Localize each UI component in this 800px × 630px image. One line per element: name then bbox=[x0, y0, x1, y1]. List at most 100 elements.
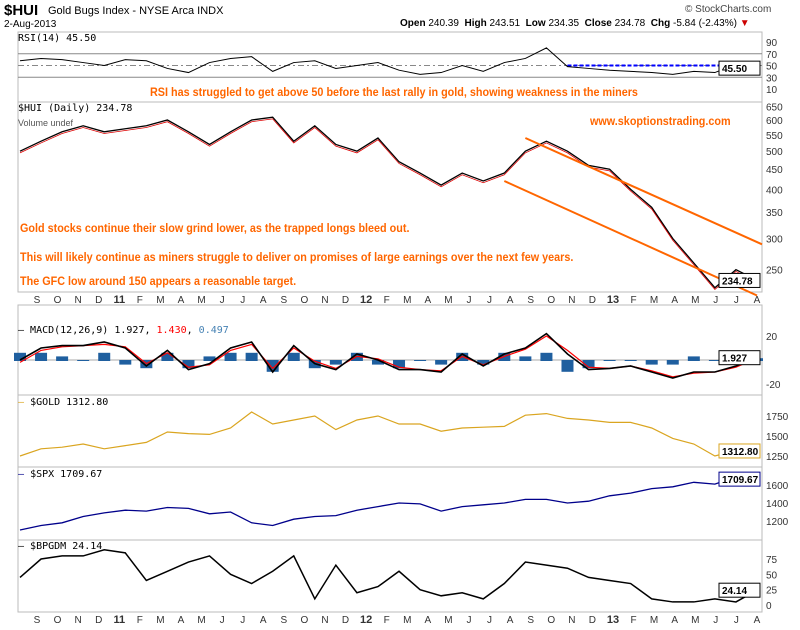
last-value-tag bbox=[718, 443, 761, 459]
macd-histogram-bar bbox=[435, 360, 448, 365]
month-axis-bottom-tick-label: M bbox=[650, 615, 658, 626]
month-axis-top-tick-label: M bbox=[156, 295, 164, 306]
panel-frame bbox=[17, 539, 763, 613]
macd-histogram-bar bbox=[266, 360, 279, 372]
month-axis-top-tick-label: M bbox=[444, 295, 452, 306]
y-tick-label: 1400 bbox=[766, 499, 789, 510]
month-axis-bottom-tick-label: O bbox=[54, 615, 62, 626]
rsi-label: RSI(14) 45.50 bbox=[18, 33, 97, 44]
month-axis-top-tick-label: M bbox=[691, 295, 699, 306]
month-axis-top-tick-label: A bbox=[260, 295, 267, 306]
channel-upper-line bbox=[524, 137, 763, 246]
month-axis-top-tick-label: F bbox=[137, 295, 143, 306]
month-axis-bottom-tick-label: S bbox=[527, 615, 534, 626]
y-tick-label: -20 bbox=[766, 380, 781, 391]
channel-lower-line bbox=[503, 180, 758, 297]
panel-frame bbox=[17, 101, 763, 293]
y-tick-label: 450 bbox=[766, 165, 783, 176]
last-value-label: 234.78 bbox=[722, 276, 753, 287]
y-tick-label: 250 bbox=[766, 266, 783, 277]
macd-histogram-bar bbox=[245, 352, 258, 361]
website-annotation: www.skoptionstrading.com bbox=[590, 114, 731, 128]
month-axis-top-tick-label: N bbox=[568, 295, 575, 306]
macd-histogram-bar bbox=[582, 360, 595, 369]
y-tick-label: 75 bbox=[766, 555, 778, 566]
month-axis-bottom-tick-label: F bbox=[137, 615, 143, 626]
month-axis-bottom-tick-label: D bbox=[589, 615, 596, 626]
month-axis-bottom-tick-label: J bbox=[220, 615, 225, 626]
y-tick-label: 50 bbox=[766, 570, 778, 581]
down-arrow-icon: ▼ bbox=[739, 18, 750, 29]
y-tick-label: 20 bbox=[766, 332, 778, 343]
macd-histogram-bar bbox=[519, 356, 532, 361]
month-axis-bottom-tick-label: O bbox=[547, 615, 555, 626]
month-axis-top-tick-label: 11 bbox=[113, 294, 125, 306]
month-axis-top-tick-label: J bbox=[240, 295, 245, 306]
macd-histogram-bar bbox=[35, 352, 48, 361]
macd-histogram-bar bbox=[666, 360, 679, 365]
month-axis-top-tick-label: A bbox=[424, 295, 431, 306]
date: 2-Aug-2013 bbox=[4, 19, 57, 30]
macd-histogram-bar bbox=[393, 360, 406, 369]
month-axis-top-tick-label: J bbox=[487, 295, 492, 306]
month-axis-bottom-tick-label: F bbox=[384, 615, 390, 626]
y-tick-label: 10 bbox=[766, 85, 778, 96]
month-axis-top-tick-label: S bbox=[527, 295, 534, 306]
month-axis-bottom-tick-label: J bbox=[734, 615, 739, 626]
last-value-label: 24.14 bbox=[722, 586, 747, 597]
month-axis-bottom-tick-label: A bbox=[671, 615, 678, 626]
y-tick-label: 90 bbox=[766, 38, 778, 49]
macd-histogram-bar bbox=[645, 360, 658, 365]
month-axis-top-tick-label: O bbox=[301, 295, 309, 306]
month-axis-top-tick-label: N bbox=[75, 295, 82, 306]
month-axis-bottom-tick-label: M bbox=[403, 615, 411, 626]
spx-line bbox=[19, 474, 758, 531]
month-axis-bottom-tick-label: S bbox=[281, 615, 288, 626]
macd-histogram-bar bbox=[477, 360, 490, 365]
macd-label: — MACD(12,26,9) 1.927, 1.430, 0.497 bbox=[18, 325, 229, 336]
macd-histogram-bar bbox=[540, 352, 553, 361]
volume-label: Volume undef bbox=[18, 118, 74, 128]
bpgdm-line bbox=[19, 549, 758, 603]
panel-frame bbox=[17, 394, 763, 468]
brand: © StockCharts.com bbox=[685, 4, 772, 15]
y-tick-label: 1200 bbox=[766, 517, 789, 528]
macd-histogram-bar bbox=[77, 360, 90, 361]
month-axis-top-tick-label: 12 bbox=[360, 294, 372, 306]
month-axis-top-tick-label: D bbox=[589, 295, 596, 306]
y-tick-label: 70 bbox=[766, 50, 778, 61]
macd-histogram-bar bbox=[329, 360, 342, 365]
gold-label: — $GOLD 1312.80 bbox=[18, 397, 109, 408]
month-axis-bottom-tick-label: 13 bbox=[607, 614, 619, 626]
last-value-label: 1.927 bbox=[722, 354, 747, 365]
month-axis-top-tick-label: S bbox=[34, 295, 41, 306]
month-axis-bottom-tick-label: F bbox=[630, 615, 636, 626]
last-value-label: 1312.80 bbox=[722, 447, 759, 458]
last-value-tag bbox=[718, 582, 761, 598]
month-axis-top-tick-label: S bbox=[281, 295, 288, 306]
y-tick-label: 1250 bbox=[766, 452, 789, 463]
y-tick-label: 25 bbox=[766, 586, 778, 597]
spx-label: — $SPX 1709.67 bbox=[18, 469, 103, 480]
y-tick-label: 1750 bbox=[766, 412, 789, 423]
rsi-annotation: RSI has struggled to get above 50 before… bbox=[150, 85, 638, 99]
month-axis-bottom-tick-label: D bbox=[342, 615, 349, 626]
month-axis-top-tick-label: F bbox=[384, 295, 390, 306]
month-axis-top-tick-label: D bbox=[95, 295, 102, 306]
gold-line bbox=[19, 411, 758, 457]
month-axis-top-tick-label: M bbox=[197, 295, 205, 306]
month-axis-bottom-tick-label: M bbox=[156, 615, 164, 626]
macd-line bbox=[19, 332, 758, 379]
last-value-tag bbox=[718, 60, 761, 76]
month-axis-bottom-tick-label: J bbox=[713, 615, 718, 626]
hui-down-candles bbox=[19, 118, 758, 291]
last-value-tag bbox=[718, 350, 761, 366]
macd-histogram-bar bbox=[224, 352, 237, 361]
macd-histogram-bar bbox=[624, 360, 637, 361]
macd-histogram-bar bbox=[687, 356, 700, 361]
month-axis-bottom-tick-label: A bbox=[754, 615, 761, 626]
rsi-line bbox=[19, 47, 758, 75]
macd-histogram-bar bbox=[287, 352, 300, 361]
y-tick-label: 350 bbox=[766, 208, 783, 219]
